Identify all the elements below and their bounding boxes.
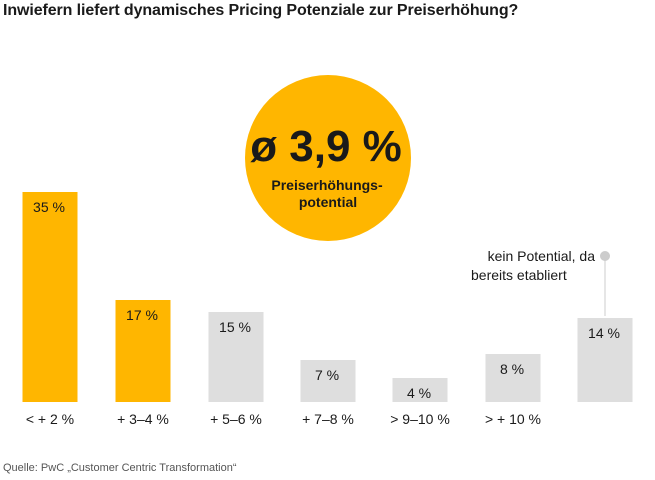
- bar-value-label-1: 35 %: [33, 199, 65, 215]
- bar-3: [208, 312, 264, 402]
- average-caption-line-2: potential: [299, 194, 357, 210]
- bar-7: [577, 318, 633, 402]
- category-labels-layer: < + 2 % + 3–4 % + 5–6 % + 7–8 % > 9–10 % > + …: [26, 411, 541, 427]
- category-label-6: > + 10 %: [485, 411, 541, 427]
- average-callout: ø 3,9 % Preiserhöhungs- potential: [245, 75, 411, 241]
- note-line-2: bereits etabliert: [471, 267, 567, 283]
- chart-title: Inwiefern liefert dynamisches Pricing Po…: [3, 2, 519, 19]
- bar-value-label-3: 15 %: [219, 319, 251, 335]
- bar-1: [22, 192, 78, 402]
- bars-layer: [22, 192, 633, 402]
- bar-value-label-5: 4 %: [407, 385, 431, 401]
- category-label-5: > 9–10 %: [390, 411, 450, 427]
- category-label-3: + 5–6 %: [210, 411, 262, 427]
- category-label-1: < + 2 %: [26, 411, 74, 427]
- bar-5: [392, 378, 448, 402]
- bar-value-label-2: 17 %: [126, 307, 158, 323]
- average-circle: [245, 75, 411, 241]
- average-caption-line-1: Preiserhöhungs-: [271, 177, 383, 193]
- bar-value-label-4: 7 %: [315, 367, 339, 383]
- value-labels-layer: 35 % 17 % 15 % 7 % 4 % 8 % 14 %: [33, 199, 620, 401]
- category-label-2: + 3–4 %: [117, 411, 169, 427]
- note-line-1: kein Potential, da: [488, 248, 596, 264]
- note-connector-dot: [600, 251, 610, 261]
- bar-6: [485, 354, 541, 402]
- category-label-4: + 7–8 %: [302, 411, 354, 427]
- bar-4: [300, 360, 356, 402]
- bar-value-label-7: 14 %: [588, 325, 620, 341]
- note-annotation: kein Potential, da bereits etabliert: [471, 248, 610, 316]
- source-note: Quelle: PwC „Customer Centric Transforma…: [3, 462, 237, 474]
- bar-value-label-6: 8 %: [500, 361, 524, 377]
- bar-2: [115, 300, 171, 402]
- average-value: ø 3,9 %: [250, 122, 402, 171]
